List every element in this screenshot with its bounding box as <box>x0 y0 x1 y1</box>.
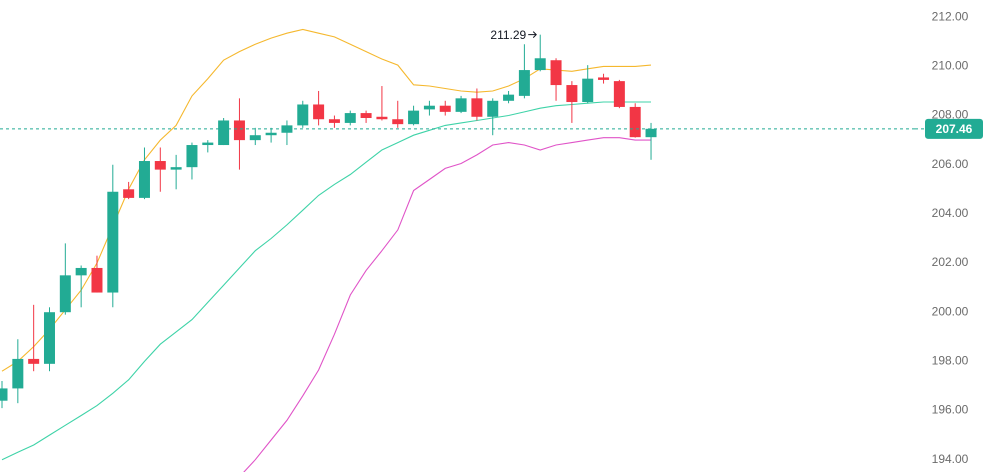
candle-body <box>170 167 182 170</box>
candle-body <box>566 85 578 103</box>
candle-body <box>281 125 293 133</box>
candle-body <box>154 161 166 170</box>
candle-body <box>43 312 55 364</box>
candle-body <box>233 120 245 141</box>
y-tick-label: 194.00 <box>932 452 969 466</box>
candle-body <box>186 145 198 168</box>
candle-body <box>107 191 119 293</box>
candle-body <box>392 119 404 125</box>
candle-body <box>439 105 451 112</box>
price-label: 207.46 <box>936 122 973 136</box>
candle-body <box>518 70 530 96</box>
candle-body <box>550 60 562 86</box>
high-annotation: 211.29 <box>490 28 526 42</box>
y-tick-label: 198.00 <box>932 354 969 368</box>
candle-body <box>328 119 340 123</box>
candle-body <box>376 116 388 120</box>
candle-body <box>28 358 40 364</box>
candle-body <box>455 98 467 112</box>
y-tick-label: 196.00 <box>932 403 969 417</box>
candle-body <box>0 388 8 401</box>
candle-body <box>202 142 214 146</box>
y-tick-label: 208.00 <box>932 108 969 122</box>
candle-body <box>297 104 309 126</box>
y-tick-label: 200.00 <box>932 304 969 318</box>
candle-body <box>423 105 435 110</box>
candle-body <box>408 110 420 125</box>
candle-body <box>360 113 372 118</box>
candle-body <box>582 78 594 103</box>
candle-body <box>218 120 230 146</box>
candle-body <box>123 189 135 198</box>
candle-body <box>471 98 483 117</box>
candle-body <box>138 161 150 198</box>
candle-body <box>534 58 546 71</box>
y-tick-label: 210.00 <box>932 59 969 73</box>
price-label-box <box>925 118 983 139</box>
candle-body <box>91 267 103 293</box>
candle-body <box>75 267 87 276</box>
band-line <box>1 101 651 461</box>
y-tick-label: 206.00 <box>932 157 969 171</box>
y-tick-label: 202.00 <box>932 255 969 269</box>
candle-body <box>487 100 499 117</box>
candle-body <box>613 81 625 107</box>
price-axis: 194.00 196.00 198.00 200.00 202.00 204.00 206.… <box>915 9 983 466</box>
candle-body <box>645 128 657 138</box>
candle-body <box>629 106 641 138</box>
plot-area: 211.29 <box>0 28 915 472</box>
candle-body <box>59 275 71 313</box>
band-line <box>243 137 651 472</box>
candle-body <box>598 77 610 80</box>
candle-body <box>249 135 261 141</box>
high-arrow <box>528 31 537 39</box>
candle-body <box>503 94 515 101</box>
candle-body <box>265 132 277 136</box>
candle-body <box>12 358 24 389</box>
candle-body <box>344 113 356 123</box>
y-tick-label: 204.00 <box>932 206 969 220</box>
candle-body <box>313 104 325 120</box>
y-tick-label: 212.00 <box>932 9 969 23</box>
